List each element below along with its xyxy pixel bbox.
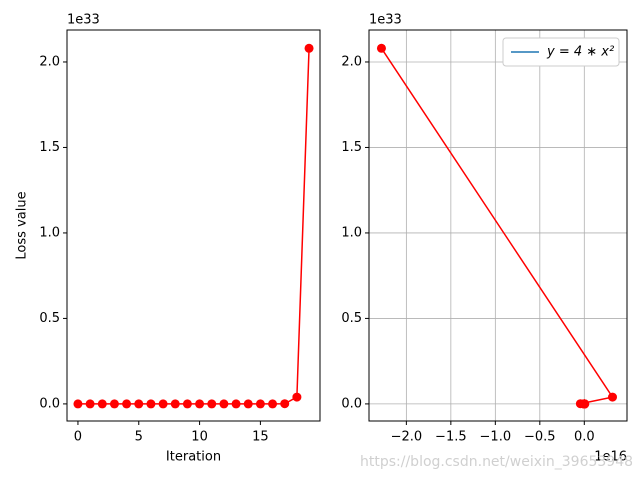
legend-box — [502, 37, 620, 67]
y-tick-label: 1.0 — [341, 225, 362, 240]
marker — [268, 399, 278, 409]
y-tick-label: 0.5 — [39, 311, 60, 326]
marker — [292, 392, 302, 402]
x-tick-label: −1.5 — [435, 430, 467, 445]
x-axis-label: Iteration — [166, 450, 221, 465]
x-tick-label: −2.0 — [391, 430, 423, 445]
line — [77, 48, 310, 405]
marker — [158, 399, 168, 409]
x-tick-label: 15 — [252, 430, 269, 445]
x-tick-label: −0.5 — [524, 430, 556, 445]
marker — [109, 399, 119, 409]
y-tick-label: 0.0 — [39, 396, 60, 411]
marker — [195, 399, 205, 409]
marker — [243, 399, 253, 409]
marker — [146, 399, 156, 409]
y-tick-label: 1.5 — [39, 140, 60, 155]
marker — [219, 399, 229, 409]
y-tick-label: 1.0 — [39, 225, 60, 240]
y-tick-label: 2.0 — [39, 54, 60, 69]
y-tick-label: 1.5 — [341, 140, 362, 155]
marker — [122, 399, 132, 409]
marker — [376, 43, 386, 53]
y-tick-label: 2.0 — [341, 54, 362, 69]
plot-frame — [368, 29, 628, 422]
marker — [85, 399, 95, 409]
y-tick-label: 0.5 — [341, 311, 362, 326]
x-offset-label: 1e16 — [594, 450, 627, 465]
legend-label: y = 4 ∗ x² — [546, 45, 614, 60]
marker — [304, 43, 314, 53]
y-axis-label: Loss value — [15, 191, 30, 259]
y-tick-label: 0.0 — [341, 396, 362, 411]
watermark: https://blog.csdn.net/weixin_39653948 — [360, 454, 633, 470]
x-tick-label: 5 — [135, 430, 143, 445]
marker — [134, 399, 144, 409]
line — [380, 47, 614, 405]
marker — [170, 399, 180, 409]
x-tick-label: 0.0 — [574, 430, 595, 445]
marker — [97, 399, 107, 409]
marker — [182, 399, 192, 409]
plot-frame — [66, 29, 321, 422]
marker — [231, 399, 241, 409]
legend: y = 4 ∗ x² — [502, 37, 620, 67]
x-tick-label: 0 — [74, 430, 82, 445]
y-offset-label: 1e33 — [67, 13, 100, 28]
marker — [280, 399, 290, 409]
x-tick-label: −1.0 — [480, 430, 512, 445]
x-tick-label: 10 — [191, 430, 208, 445]
marker — [207, 399, 217, 409]
marker — [607, 392, 617, 402]
marker — [255, 399, 265, 409]
marker — [575, 399, 585, 409]
y-offset-label: 1e33 — [369, 13, 402, 28]
marker — [73, 399, 83, 409]
